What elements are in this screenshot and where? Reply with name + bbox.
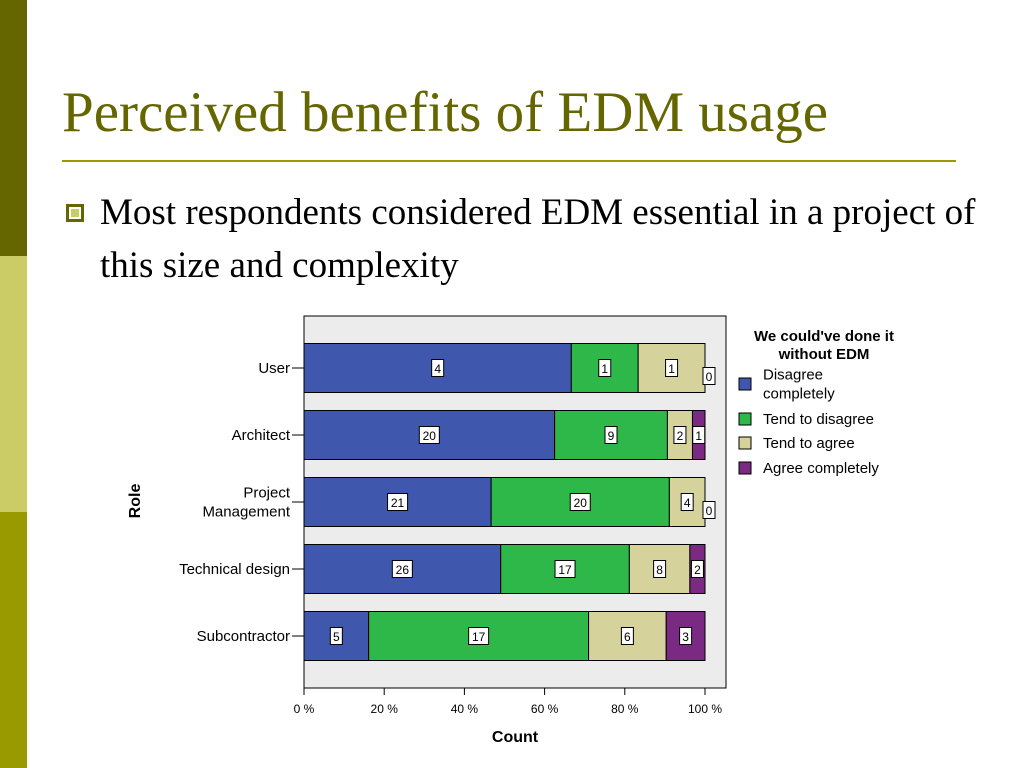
legend-swatch — [738, 412, 752, 426]
data-label: 1 — [601, 362, 608, 376]
data-label: 20 — [423, 429, 437, 443]
data-label-box — [620, 627, 634, 645]
data-label-box — [690, 560, 704, 578]
y-tick-label: User — [258, 360, 290, 377]
data-label-box — [679, 627, 693, 645]
bullet-square-icon — [66, 204, 84, 222]
y-axis-label: Role — [127, 484, 144, 519]
data-label-box — [387, 493, 409, 511]
data-label-box — [673, 426, 687, 444]
data-label: 17 — [472, 630, 486, 644]
legend-swatch — [738, 461, 752, 475]
legend-title: We could've done it — [754, 328, 894, 345]
legend-label: Disagree — [763, 367, 823, 384]
decorative-strip-middle — [0, 256, 27, 512]
decorative-strip-bottom — [0, 512, 27, 768]
x-tick-label: 0 % — [294, 702, 315, 716]
data-label-box — [598, 359, 612, 377]
data-label: 6 — [624, 630, 631, 644]
legend-label: Tend to disagree — [763, 411, 874, 428]
y-tick-label: Project — [243, 485, 291, 502]
data-label: 20 — [574, 496, 588, 510]
data-label: 0 — [706, 370, 713, 384]
legend-label: completely — [763, 386, 835, 403]
data-label-box — [604, 426, 618, 444]
data-label: 9 — [608, 429, 615, 443]
x-tick-label: 100 % — [688, 702, 722, 716]
x-axis-label: Count — [492, 729, 539, 746]
data-label-box — [653, 560, 667, 578]
x-tick-label: 20 % — [371, 702, 399, 716]
x-tick-label: 60 % — [531, 702, 559, 716]
data-label: 17 — [558, 563, 572, 577]
legend-label: Agree completely — [763, 460, 879, 477]
data-label: 2 — [677, 429, 684, 443]
legend-swatch — [738, 377, 752, 391]
decorative-strip-top — [0, 0, 27, 256]
data-label-box — [554, 560, 576, 578]
data-label: 0 — [706, 504, 713, 518]
data-label: 8 — [656, 563, 663, 577]
data-label-box — [418, 426, 440, 444]
data-label: 21 — [391, 496, 405, 510]
data-label: 26 — [396, 563, 410, 577]
data-label: 4 — [684, 496, 691, 510]
data-label-box — [692, 426, 706, 444]
legend-title: without EDM — [778, 346, 870, 363]
legend-swatch — [738, 436, 752, 450]
data-label-box — [665, 359, 679, 377]
legend-label: Tend to agree — [763, 435, 855, 452]
data-label: 5 — [333, 630, 340, 644]
title-divider — [62, 160, 956, 162]
y-tick-label: Subcontractor — [197, 628, 290, 645]
bullet-text: Most respondents considered EDM essentia… — [100, 192, 976, 286]
data-label-box — [431, 359, 445, 377]
data-label: 1 — [695, 429, 702, 443]
data-label-box — [468, 627, 490, 645]
slide-title: Perceived benefits of EDM usage — [62, 81, 829, 144]
y-tick-label: Architect — [232, 427, 291, 444]
data-label-box — [329, 627, 343, 645]
y-tick-label: Management — [202, 504, 290, 521]
data-label-box — [391, 560, 413, 578]
data-label: 1 — [668, 362, 675, 376]
data-label: 4 — [434, 362, 441, 376]
data-label-box — [702, 501, 716, 519]
data-label: 2 — [694, 563, 701, 577]
x-tick-label: 40 % — [451, 702, 479, 716]
data-label-box — [569, 493, 591, 511]
y-tick-label: Technical design — [179, 561, 290, 578]
data-label-box — [680, 493, 694, 511]
data-label-box — [702, 367, 716, 385]
x-tick-label: 80 % — [611, 702, 639, 716]
data-label: 3 — [682, 630, 689, 644]
